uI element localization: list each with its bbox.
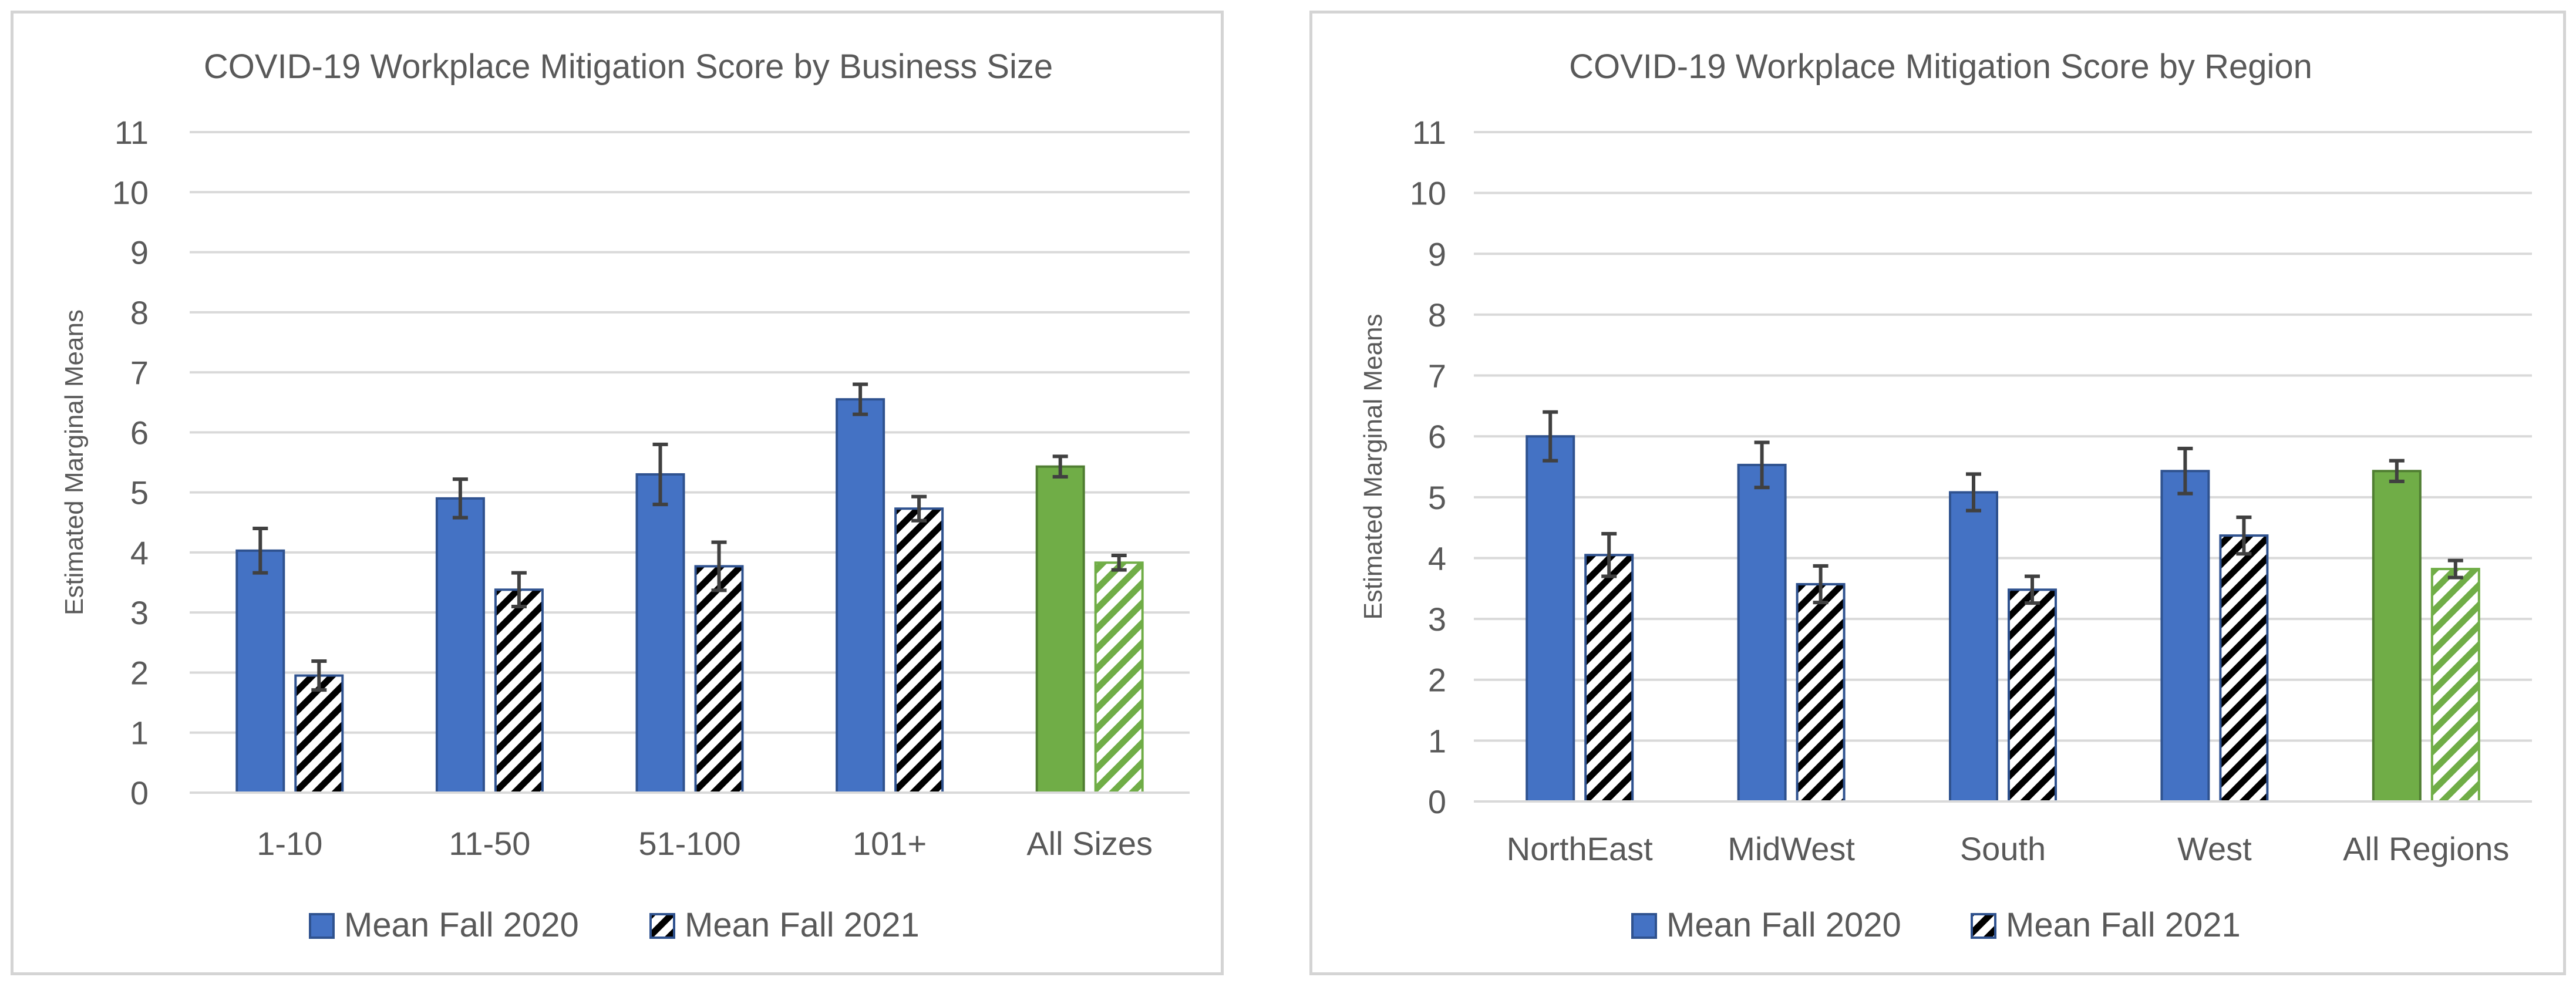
bar-mean-fall-2020-1-10 (235, 549, 285, 794)
x-tick-label: MidWest (1728, 830, 1855, 867)
error-bar-mean-fall-2021-51-100 (711, 540, 727, 592)
error-bar-mean-fall-2020-midwest (1754, 440, 1770, 490)
error-bar-mean-fall-2020-all-regions (2389, 459, 2405, 483)
bar-mean-fall-2020-northeast (1526, 435, 1575, 803)
legend-swatch-mean-fall-2021 (1971, 913, 1996, 939)
y-tick-label: 11 (1412, 114, 1446, 151)
y-tick-label: 9 (130, 234, 149, 271)
bar-mean-fall-2021-west (2219, 534, 2269, 803)
y-tick-label: 5 (130, 474, 149, 511)
error-bar-mean-fall-2020-northeast (1543, 410, 1558, 463)
bar-mean-fall-2020-all-regions (2372, 470, 2422, 803)
x-tick-label: West (2177, 830, 2252, 867)
x-tick-label: NorthEast (1507, 830, 1653, 867)
chart-title: COVID-19 Workplace Mitigation Score by B… (204, 48, 1053, 86)
y-tick-label: 2 (1428, 662, 1446, 699)
y-tick-label: 4 (1428, 540, 1446, 577)
y-tick-label: 3 (130, 594, 149, 631)
bar-mean-fall-2021-101 (894, 507, 944, 794)
bar-mean-fall-2020-51-100 (635, 473, 685, 794)
legend: Mean Fall 2020 Mean Fall 2021 (309, 906, 920, 944)
y-tick-label: 6 (1428, 418, 1446, 455)
y-tick-label: 9 (1428, 235, 1446, 272)
bar-mean-fall-2021-northeast (1584, 554, 1634, 803)
bar-mean-fall-2020-11-50 (435, 497, 485, 794)
error-bar-mean-fall-2021-northeast (1601, 532, 1617, 578)
error-bar-mean-fall-2021-west (2236, 516, 2252, 556)
error-bar-mean-fall-2020-south (1966, 472, 1981, 513)
error-bar-mean-fall-2021-south (2025, 574, 2040, 605)
chart-title: COVID-19 Workplace Mitigation Score by R… (1569, 48, 2312, 86)
error-bar-mean-fall-2020-11-50 (452, 477, 468, 520)
error-bar-mean-fall-2020-51-100 (652, 442, 668, 507)
y-tick-label: 0 (1428, 783, 1446, 820)
x-tick-label: 101+ (853, 825, 927, 862)
y-tick-label: 1 (130, 715, 149, 752)
bar-mean-fall-2020-all-sizes (1035, 465, 1085, 794)
bar-mean-fall-2021-1-10 (294, 674, 344, 794)
x-tick-label: All Regions (2343, 830, 2509, 867)
x-tick-label: All Sizes (1026, 825, 1153, 862)
bar-mean-fall-2021-51-100 (694, 565, 744, 794)
bar-mean-fall-2021-all-regions (2430, 568, 2480, 803)
bar-mean-fall-2020-midwest (1737, 463, 1787, 803)
legend-label-mean-fall-2020: Mean Fall 2020 (1666, 906, 1901, 944)
chart-business-size: COVID-19 Workplace Mitigation Score by B… (60, 48, 1190, 944)
chart-region: COVID-19 Workplace Mitigation Score by R… (1359, 48, 2532, 944)
legend-swatch-mean-fall-2020 (309, 913, 335, 939)
y-tick-label: 7 (1428, 358, 1446, 395)
y-tick-label: 6 (130, 414, 149, 451)
bar-mean-fall-2021-south (2008, 588, 2057, 803)
error-bar-mean-fall-2021-11-50 (511, 571, 527, 608)
x-tick-label: South (1960, 830, 2046, 867)
legend-label-mean-fall-2020: Mean Fall 2020 (344, 906, 579, 944)
y-tick-label: 11 (115, 114, 149, 151)
bar-mean-fall-2021-11-50 (494, 588, 544, 794)
x-tick-label: 1-10 (257, 825, 322, 862)
y-axis-label: Estimated Marginal Means (60, 309, 89, 615)
error-bar-mean-fall-2020-101 (853, 382, 868, 416)
y-tick-label: 8 (1428, 297, 1446, 334)
bar-mean-fall-2020-west (2160, 470, 2210, 803)
chart-panel-business-size: COVID-19 Workplace Mitigation Score by B… (11, 11, 1224, 975)
bar-mean-fall-2020-101 (836, 398, 885, 794)
y-tick-label: 7 (130, 354, 149, 391)
y-tick-label: 5 (1428, 479, 1446, 516)
error-bar-mean-fall-2021-1-10 (311, 659, 327, 692)
y-tick-label: 2 (130, 654, 149, 691)
error-bar-mean-fall-2020-all-sizes (1052, 454, 1068, 479)
error-bar-mean-fall-2021-midwest (1813, 564, 1829, 605)
legend-label-mean-fall-2021: Mean Fall 2021 (685, 906, 920, 944)
y-tick-label: 4 (130, 534, 149, 571)
y-axis-label: Estimated Marginal Means (1359, 314, 1388, 620)
error-bar-mean-fall-2021-all-regions (2447, 558, 2463, 580)
bar-mean-fall-2021-all-sizes (1094, 561, 1144, 794)
bar-mean-fall-2020-south (1949, 491, 1998, 803)
error-bar-mean-fall-2021-101 (911, 494, 927, 523)
y-tick-label: 8 (130, 294, 149, 331)
error-bar-mean-fall-2021-all-sizes (1111, 554, 1127, 572)
legend: Mean Fall 2020 Mean Fall 2021 (1631, 906, 2241, 944)
x-tick-label: 51-100 (638, 825, 740, 862)
legend-label-mean-fall-2021: Mean Fall 2021 (2006, 906, 2241, 944)
y-tick-label: 0 (130, 774, 149, 811)
chart-panel-region: COVID-19 Workplace Mitigation Score by R… (1309, 11, 2566, 975)
legend-swatch-mean-fall-2020 (1631, 913, 1657, 939)
x-tick-label: 11-50 (449, 825, 530, 862)
error-bar-mean-fall-2020-1-10 (252, 527, 268, 575)
legend-swatch-mean-fall-2021 (649, 913, 675, 939)
y-tick-label: 10 (112, 174, 149, 211)
error-bar-mean-fall-2020-west (2177, 446, 2193, 496)
bar-mean-fall-2021-midwest (1796, 583, 1846, 803)
y-tick-label: 1 (1428, 722, 1446, 759)
y-tick-label: 3 (1428, 601, 1446, 638)
y-tick-label: 10 (1410, 175, 1446, 212)
